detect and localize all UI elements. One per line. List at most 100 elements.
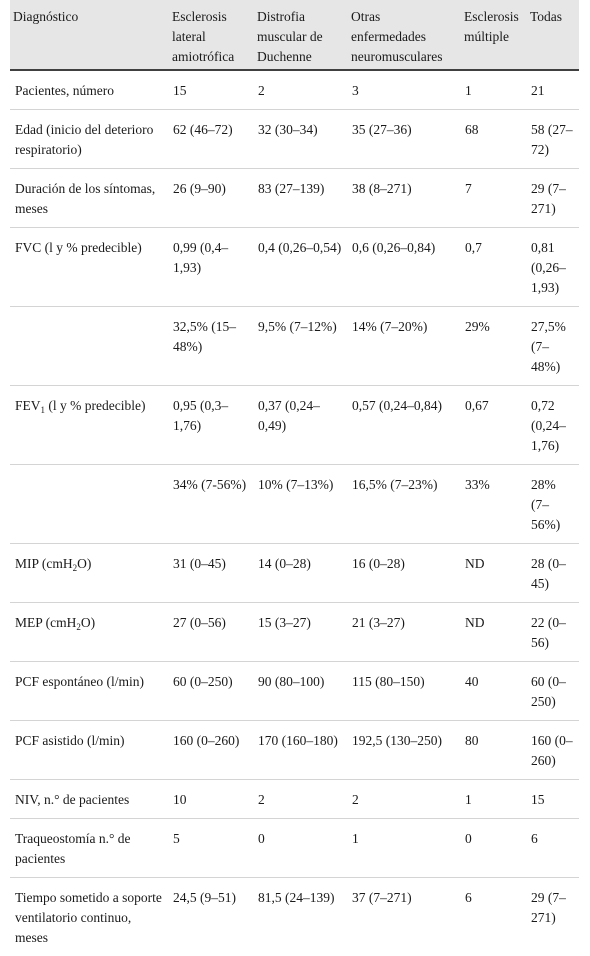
- table-cell: 16,5% (7–23%): [348, 465, 461, 544]
- table-cell: 60 (0–250): [169, 662, 254, 721]
- table-cell: 34% (7-56%): [169, 465, 254, 544]
- row-label: NIV, n.° de pacientes: [10, 780, 169, 819]
- table-cell: 9,5% (7–12%): [254, 307, 348, 386]
- column-header: Otras enfermedades neuromusculares: [348, 0, 461, 70]
- table-cell: 10% (7–13%): [254, 465, 348, 544]
- table-cell: 28% (7–56%): [527, 465, 579, 544]
- table-cell: 15: [527, 780, 579, 819]
- table-cell: 0,7: [461, 228, 527, 307]
- header-row: Diagnóstico Esclerosis lateral amiotrófi…: [10, 0, 579, 70]
- table-row: Tiempo sometido a soporte ventilatorio c…: [10, 878, 579, 956]
- table-cell: 33%: [461, 465, 527, 544]
- table-body: Pacientes, número 15 2 3 1 21 Edad (inic…: [10, 70, 579, 956]
- table-cell: 0,57 (0,24–0,84): [348, 386, 461, 465]
- table-cell: 3: [348, 70, 461, 110]
- table-cell: 83 (27–139): [254, 169, 348, 228]
- table-row: PCF espontáneo (l/min) 60 (0–250) 90 (80…: [10, 662, 579, 721]
- row-label: Traqueostomía n.° de pacientes: [10, 819, 169, 878]
- column-header: Distrofia muscular de Duchenne: [254, 0, 348, 70]
- table-row: 34% (7-56%) 10% (7–13%) 16,5% (7–23%) 33…: [10, 465, 579, 544]
- column-header: Diagnóstico: [10, 0, 169, 70]
- table-cell: 28 (0–45): [527, 544, 579, 603]
- table-cell: 160 (0–260): [527, 721, 579, 780]
- table-cell: 0,6 (0,26–0,84): [348, 228, 461, 307]
- table-cell: 5: [169, 819, 254, 878]
- row-label: Pacientes, número: [10, 70, 169, 110]
- table-cell: ND: [461, 603, 527, 662]
- table-cell: 0,95 (0,3–1,76): [169, 386, 254, 465]
- table-cell: 24,5 (9–51): [169, 878, 254, 956]
- table-cell: 7: [461, 169, 527, 228]
- table-cell: 32 (30–34): [254, 110, 348, 169]
- table-cell: 32,5% (15–48%): [169, 307, 254, 386]
- row-label-main: MIP (cmH: [15, 556, 73, 571]
- table-cell: 15 (3–27): [254, 603, 348, 662]
- table-cell: 68: [461, 110, 527, 169]
- column-header: Esclerosis múltiple: [461, 0, 527, 70]
- column-header: Todas: [527, 0, 579, 70]
- table-cell: 160 (0–260): [169, 721, 254, 780]
- row-label: FEV1 (l y % predecible): [10, 386, 169, 465]
- table-row: Duración de los síntomas, meses 26 (9–90…: [10, 169, 579, 228]
- table-cell: 29 (7–271): [527, 878, 579, 956]
- row-label: FVC (l y % predecible): [10, 228, 169, 307]
- table-cell: 2: [254, 70, 348, 110]
- table-cell: 2: [254, 780, 348, 819]
- row-label: PCF asistido (l/min): [10, 721, 169, 780]
- table-cell: 192,5 (130–250): [348, 721, 461, 780]
- table-cell: 14 (0–28): [254, 544, 348, 603]
- table-cell: 26 (9–90): [169, 169, 254, 228]
- row-label-main: FEV: [15, 398, 41, 413]
- table-cell: 16 (0–28): [348, 544, 461, 603]
- column-header: Esclerosis lateral amiotrófica: [169, 0, 254, 70]
- table-cell: 6: [527, 819, 579, 878]
- table-row: PCF asistido (l/min) 160 (0–260) 170 (16…: [10, 721, 579, 780]
- row-label: [10, 307, 169, 386]
- clinical-data-table: Diagnóstico Esclerosis lateral amiotrófi…: [10, 0, 579, 956]
- table-cell: 6: [461, 878, 527, 956]
- table-cell: 170 (160–180): [254, 721, 348, 780]
- table-cell: 10: [169, 780, 254, 819]
- table-cell: 0: [254, 819, 348, 878]
- table-cell: 1: [461, 70, 527, 110]
- row-label: MIP (cmH2O): [10, 544, 169, 603]
- table-cell: 31 (0–45): [169, 544, 254, 603]
- table-cell: 21: [527, 70, 579, 110]
- row-label: MEP (cmH2O): [10, 603, 169, 662]
- table-row: MIP (cmH2O) 31 (0–45) 14 (0–28) 16 (0–28…: [10, 544, 579, 603]
- table-cell: 1: [348, 819, 461, 878]
- table-cell: 2: [348, 780, 461, 819]
- table-row: 32,5% (15–48%) 9,5% (7–12%) 14% (7–20%) …: [10, 307, 579, 386]
- row-label: [10, 465, 169, 544]
- table-cell: 1: [461, 780, 527, 819]
- table-cell: 0,72 (0,24–1,76): [527, 386, 579, 465]
- table-cell: 80: [461, 721, 527, 780]
- row-label-suffix: O): [81, 615, 95, 630]
- row-label-suffix: O): [77, 556, 91, 571]
- table-row: Traqueostomía n.° de pacientes 5 0 1 0 6: [10, 819, 579, 878]
- table-row: FEV1 (l y % predecible) 0,95 (0,3–1,76) …: [10, 386, 579, 465]
- table-cell: 40: [461, 662, 527, 721]
- row-label: Tiempo sometido a soporte ventilatorio c…: [10, 878, 169, 956]
- table-row: NIV, n.° de pacientes 10 2 2 1 15: [10, 780, 579, 819]
- table-cell: 60 (0–250): [527, 662, 579, 721]
- table-cell: 0,37 (0,24–0,49): [254, 386, 348, 465]
- table-cell: 29%: [461, 307, 527, 386]
- table-cell: 27,5% (7–48%): [527, 307, 579, 386]
- table-cell: 38 (8–271): [348, 169, 461, 228]
- table-cell: 37 (7–271): [348, 878, 461, 956]
- row-label: PCF espontáneo (l/min): [10, 662, 169, 721]
- table-cell: 22 (0–56): [527, 603, 579, 662]
- table-cell: 15: [169, 70, 254, 110]
- table-cell: 115 (80–150): [348, 662, 461, 721]
- table-row: MEP (cmH2O) 27 (0–56) 15 (3–27) 21 (3–27…: [10, 603, 579, 662]
- table-cell: 27 (0–56): [169, 603, 254, 662]
- table-cell: 0,4 (0,26–0,54): [254, 228, 348, 307]
- table-row: FVC (l y % predecible) 0,99 (0,4–1,93) 0…: [10, 228, 579, 307]
- table-header: Diagnóstico Esclerosis lateral amiotrófi…: [10, 0, 579, 70]
- table-cell: 90 (80–100): [254, 662, 348, 721]
- table-row: Edad (inicio del deterioro respiratorio)…: [10, 110, 579, 169]
- row-label: Duración de los síntomas, meses: [10, 169, 169, 228]
- table-cell: 0,99 (0,4–1,93): [169, 228, 254, 307]
- row-label-suffix: (l y % predecible): [45, 398, 145, 413]
